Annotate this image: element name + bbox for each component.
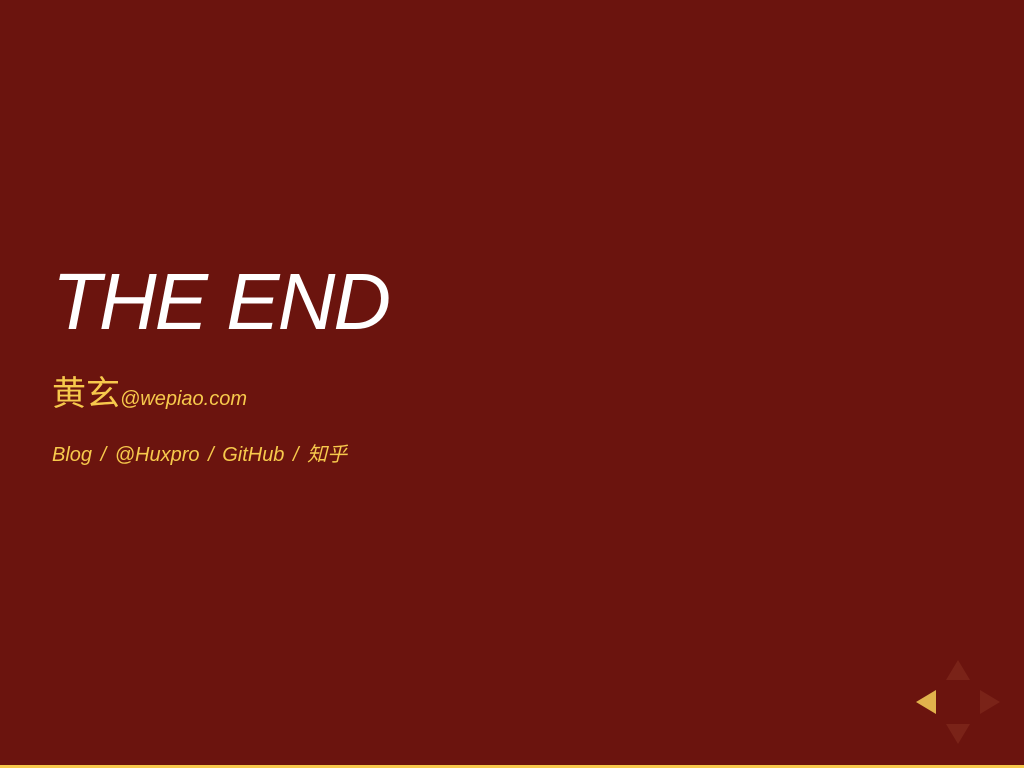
arrow-up-icon[interactable] xyxy=(946,660,970,680)
link-github[interactable]: GitHub xyxy=(222,444,285,466)
link-separator: / xyxy=(100,444,107,466)
arrow-down-icon[interactable] xyxy=(946,724,970,744)
arrow-left-icon[interactable] xyxy=(916,690,936,714)
link-separator: / xyxy=(293,444,299,466)
progress-bar-fill xyxy=(0,765,1024,768)
link-blog[interactable]: Blog xyxy=(52,444,93,466)
slide-title: THE END xyxy=(52,257,391,346)
arrow-right-icon[interactable] xyxy=(980,690,1000,714)
link-zhihu[interactable]: 知乎 xyxy=(307,444,348,466)
slide-content: THE END 黄玄@wepiao.com Blog / @Huxpro / G… xyxy=(52,257,391,469)
links-row: Blog / @Huxpro / GitHub / 知乎 xyxy=(52,441,389,469)
navigation-controls xyxy=(914,658,1002,746)
author-name: 黄玄 xyxy=(52,375,120,413)
author-line: 黄玄@wepiao.com xyxy=(52,374,389,419)
progress-bar xyxy=(0,765,1024,768)
link-twitter[interactable]: @Huxpro xyxy=(114,444,200,466)
author-email: @wepiao.com xyxy=(120,388,248,410)
link-separator: / xyxy=(208,444,214,466)
